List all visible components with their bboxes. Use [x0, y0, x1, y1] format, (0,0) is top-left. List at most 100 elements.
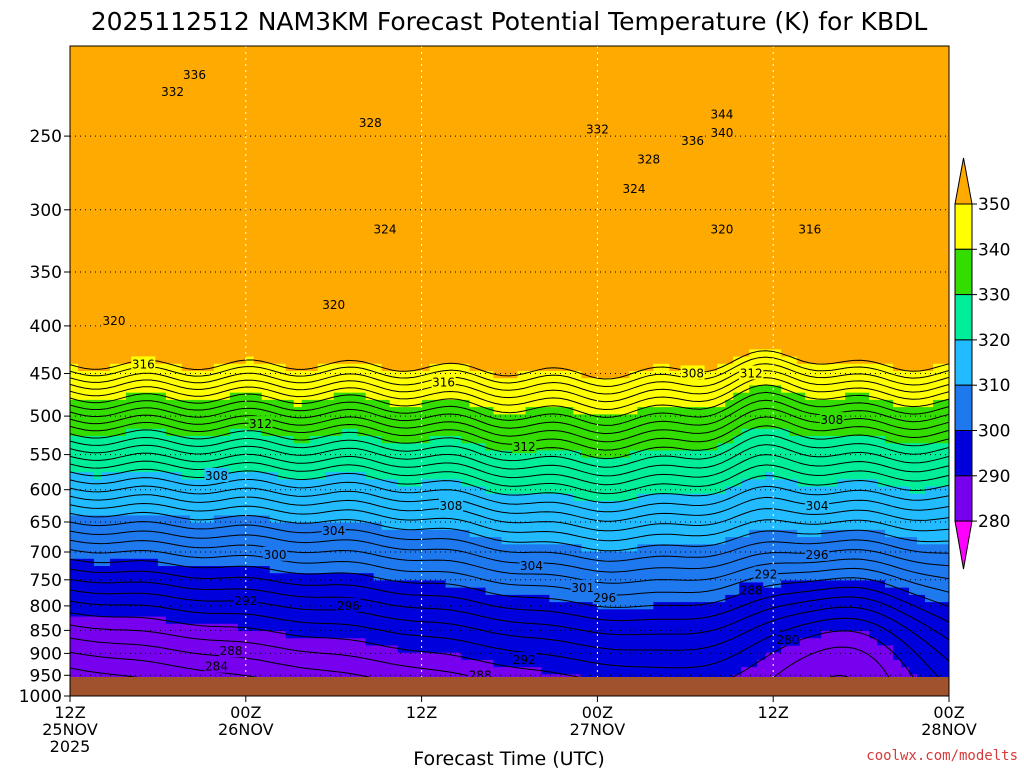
colorbar-band [954, 430, 973, 477]
contour-label: 336 [681, 134, 704, 148]
y-tick-label: 500 [30, 407, 62, 427]
contour-line [70, 612, 915, 678]
contour-line [70, 363, 949, 395]
x-tick-label: 2025 [50, 737, 91, 756]
contour-label-bg [819, 412, 844, 427]
contour-label-bg [431, 374, 456, 389]
contour-label-bg [709, 124, 734, 139]
y-tick-label: 900 [30, 644, 62, 664]
contour-line [70, 530, 949, 573]
contour-label: 340 [710, 126, 733, 140]
contour-line [70, 416, 949, 451]
contour-label: 320 [322, 298, 345, 312]
x-tick-label: 00Z [933, 703, 964, 722]
contour-label-bg [102, 312, 126, 327]
contour-label-bg [622, 181, 646, 195]
contour-line [70, 667, 147, 678]
contour-line [70, 377, 949, 411]
contour-label-bg [182, 67, 207, 82]
contour-label-bg [680, 365, 705, 380]
contour-label-bg [373, 221, 397, 236]
y-axis: 250 300 350 400 450 500 550 600 650 700 750 800 850 9… [19, 127, 70, 707]
contour-line [70, 356, 949, 388]
contour-line [70, 511, 949, 552]
contour-label: 312 [249, 417, 272, 431]
contour-label: 301 [571, 581, 594, 595]
contour-label: 324 [623, 182, 646, 196]
colorbar-band [954, 384, 973, 432]
contour-line [70, 350, 949, 380]
contour-label-bg [709, 106, 734, 121]
y-tick-label: 1000 [19, 687, 62, 707]
contour-label: 332 [586, 123, 609, 137]
contour-line [70, 407, 949, 443]
x-tick-label: 12Z [54, 703, 85, 722]
y-tick-label: 300 [30, 201, 62, 221]
y-tick-label: 850 [30, 621, 62, 641]
contour-line [70, 391, 949, 426]
contour-line [70, 558, 949, 608]
contour-line [70, 370, 949, 403]
colorbar-label: 290 [978, 467, 1010, 487]
contour-lines [70, 350, 949, 678]
contour-label-bg [739, 582, 764, 597]
contour-line [70, 485, 949, 522]
x-tick-label: 25NOV [42, 720, 98, 739]
y-tick-label: 800 [30, 597, 62, 617]
contour-line [70, 521, 949, 562]
contour-label: 300 [264, 548, 287, 562]
colorbar-label: 300 [978, 422, 1010, 442]
colorbar-band [954, 339, 973, 386]
contour-label-bg [358, 115, 383, 129]
y-tick-label: 350 [30, 263, 62, 283]
contour-label: 320 [103, 314, 126, 328]
contour-label: 296 [593, 591, 616, 605]
contour-label-bg [775, 631, 800, 646]
contour-label-bg [512, 652, 537, 667]
contour-label-bg [519, 558, 544, 573]
contour-label: 324 [374, 223, 397, 237]
contour-label: 288 [220, 644, 243, 658]
contour-label: 344 [710, 108, 733, 122]
ground-band [70, 677, 949, 696]
contour-label-bg [680, 132, 705, 147]
contour-label: 316 [798, 223, 821, 237]
contour-label-bg [204, 658, 229, 673]
contour-label: 312 [513, 440, 536, 454]
contour-label-bg [160, 83, 185, 98]
credit-text: coolwx.com/modelts [866, 748, 1018, 764]
colorbar-label: 340 [978, 240, 1010, 260]
contour-label: 292 [234, 594, 257, 608]
contour-line [70, 589, 949, 662]
contour-line [70, 460, 949, 495]
colorbar-band [954, 294, 973, 341]
colorbar-under-arrow [954, 520, 973, 570]
contour-line [70, 624, 890, 678]
contour-label-bg [248, 416, 273, 431]
contour-label: 288 [740, 583, 763, 597]
contour-label-bg [219, 643, 244, 658]
contour-label-bg [233, 592, 258, 607]
y-tick-label: 250 [30, 127, 62, 147]
contour-label-bg [512, 439, 537, 454]
contour-label: 304 [520, 559, 543, 573]
contour-line [70, 539, 949, 584]
y-tick-label: 450 [30, 365, 62, 385]
contour-label: 312 [740, 367, 763, 381]
contour-line [70, 494, 949, 532]
colorbar-label: 320 [978, 331, 1010, 351]
x-tick-label: 27NOV [570, 720, 626, 739]
contour-line [70, 568, 949, 623]
contour-labels: 336 332 328 332 344 340 336 328 324 324 320 316 320 3… [102, 67, 844, 682]
y-tick-label: 550 [30, 446, 62, 466]
plot-area [70, 46, 949, 678]
contour-label: 328 [359, 116, 382, 130]
colorbar-over-arrow [954, 157, 973, 205]
colorbar-label: 310 [978, 376, 1010, 396]
x-tick-label: 00Z [230, 703, 261, 722]
y-tick-label: 400 [30, 317, 62, 337]
contour-label-bg [753, 566, 778, 581]
contour-line [70, 549, 949, 596]
